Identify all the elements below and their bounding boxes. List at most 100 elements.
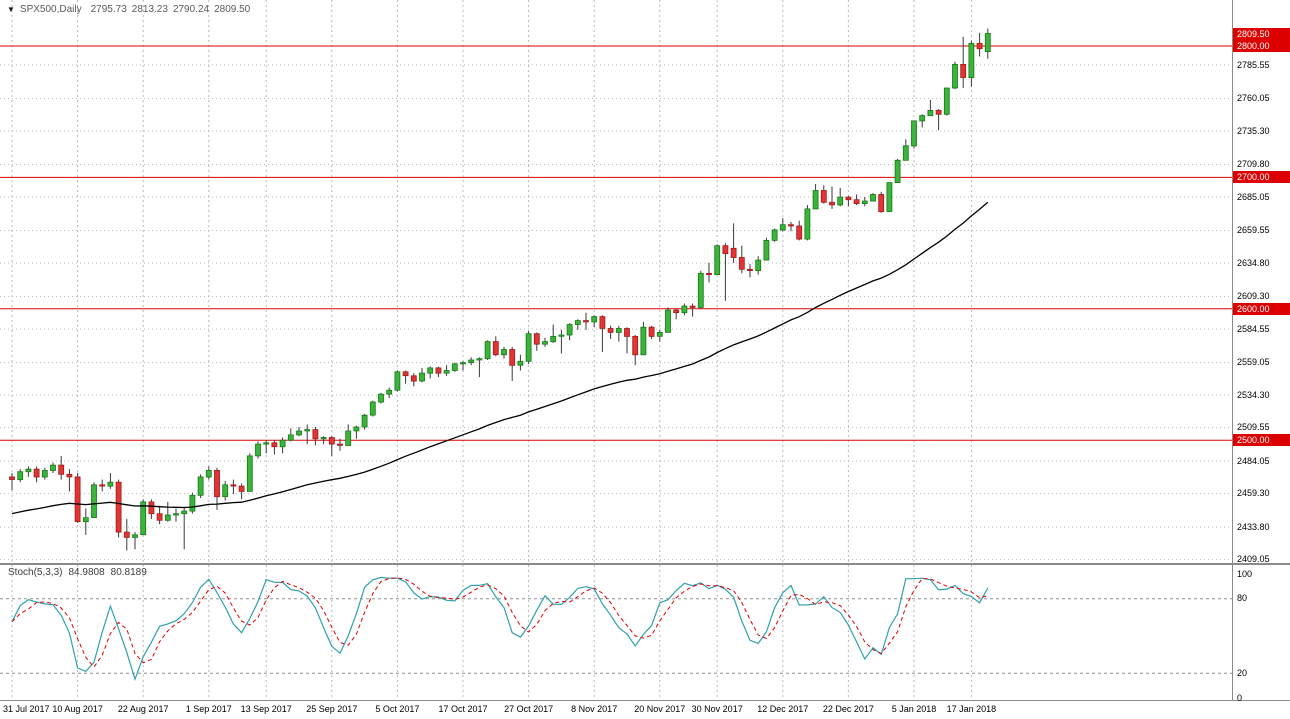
candle-body: [17, 471, 24, 481]
candle-body: [296, 430, 302, 436]
candle-body: [123, 531, 130, 538]
candle-body: [968, 43, 975, 79]
candle-body: [615, 328, 622, 333]
candle-body: [435, 367, 442, 374]
candle-body: [214, 469, 220, 498]
candle-body: [320, 437, 327, 440]
candle-body: [181, 510, 188, 515]
candle-body: [607, 328, 614, 333]
candle-body: [689, 305, 696, 308]
candle-body: [476, 358, 483, 361]
price-axis-label: 2409.05: [1237, 554, 1270, 565]
candle-body: [591, 316, 598, 323]
candle-body: [402, 371, 409, 377]
candle-body: [189, 494, 196, 512]
candle-body: [173, 513, 179, 516]
candle-body: [632, 335, 639, 356]
candle-body: [74, 476, 81, 522]
candle-body: [25, 468, 32, 473]
candle-body: [66, 473, 73, 478]
candle-body: [205, 469, 212, 478]
date-axis-label: 1 Sep 2017: [185, 704, 232, 714]
price-level-tag[interactable]: 2500.00: [1233, 434, 1290, 447]
candle-body: [386, 389, 393, 395]
price-axis-label: 2609.30: [1237, 291, 1270, 301]
candle-body: [681, 305, 688, 314]
stoch-d-line: [11, 577, 988, 668]
date-axis-label: 31 Jul 2017: [3, 704, 50, 714]
price-axis-label: 2760.05: [1237, 93, 1270, 103]
candle-body: [41, 469, 48, 478]
candle-body: [599, 316, 606, 329]
date-axis-label: 8 Nov 2017: [571, 704, 618, 714]
candle-body: [304, 429, 311, 432]
candle-body: [927, 110, 934, 117]
candle-body: [902, 145, 909, 161]
candle-body: [451, 363, 458, 371]
candle-body: [263, 442, 270, 445]
symbol-marker-icon[interactable]: ▼: [7, 4, 15, 14]
price-axis-label: 2634.80: [1237, 257, 1270, 268]
date-axis-label: 12 Dec 2017: [757, 704, 809, 714]
candle-body: [894, 159, 901, 184]
candle-body: [583, 320, 589, 323]
date-axis-label: 30 Nov 2017: [691, 704, 743, 714]
stoch-axis-label: 20: [1237, 667, 1248, 678]
candle-body: [624, 328, 630, 337]
candle-body: [829, 201, 835, 206]
stoch-axis-label: 0: [1237, 692, 1243, 703]
candle-body: [9, 476, 15, 480]
date-axis-label: 27 Oct 2017: [504, 704, 554, 714]
price-axis-label: 2559.05: [1237, 357, 1270, 368]
candle-body: [640, 326, 647, 356]
candle-body: [345, 430, 352, 446]
candle-body: [394, 371, 401, 391]
candle-body: [870, 194, 876, 202]
date-axis-label: 17 Jan 2018: [946, 704, 997, 714]
candle-body: [976, 43, 983, 50]
date-axis-label: 22 Aug 2017: [117, 704, 169, 714]
candle-body: [427, 367, 434, 374]
candle-body: [58, 464, 65, 475]
candle-body: [935, 110, 942, 115]
candle-body: [542, 341, 548, 345]
candle-body: [820, 190, 827, 203]
candle-body: [222, 484, 229, 497]
moving-average-line: [11, 201, 989, 515]
stoch-axis-label: 80: [1237, 593, 1248, 604]
candle-body: [919, 115, 926, 122]
open-value: 2795.73: [90, 4, 127, 15]
candles-series: [9, 28, 991, 551]
candle-body: [328, 437, 335, 445]
candle-body: [82, 517, 89, 523]
candle-body: [410, 375, 417, 382]
candle-body: [279, 439, 286, 448]
price-level-tag[interactable]: 2800.00: [1233, 40, 1290, 52]
candle-body: [812, 190, 819, 210]
candle-body: [255, 443, 261, 457]
candle-body: [984, 33, 991, 53]
price-axis-label: 2584.55: [1237, 323, 1270, 334]
close-value: 2809.50: [214, 4, 251, 15]
candle-body: [779, 224, 786, 231]
candle-body: [911, 120, 917, 147]
candle-body: [665, 309, 671, 333]
candle-body: [419, 372, 425, 382]
candle-body: [484, 341, 491, 360]
candle-body: [747, 268, 753, 271]
candle-body: [771, 229, 778, 241]
price-level-tag[interactable]: 2700.00: [1233, 171, 1290, 184]
date-axis-label: 10 Aug 2017: [52, 704, 103, 714]
candle-body: [509, 349, 516, 366]
candle-body: [943, 87, 950, 115]
candle-body: [656, 331, 663, 337]
candle-body: [91, 484, 97, 518]
candle-body: [517, 360, 524, 366]
price-level-tag[interactable]: 2600.00: [1233, 302, 1290, 315]
candle-body: [804, 208, 811, 240]
candle-body: [755, 259, 762, 272]
stochastic-k-value: 84.9808: [68, 567, 105, 578]
candle-body: [648, 326, 655, 337]
candle-body: [501, 349, 507, 356]
